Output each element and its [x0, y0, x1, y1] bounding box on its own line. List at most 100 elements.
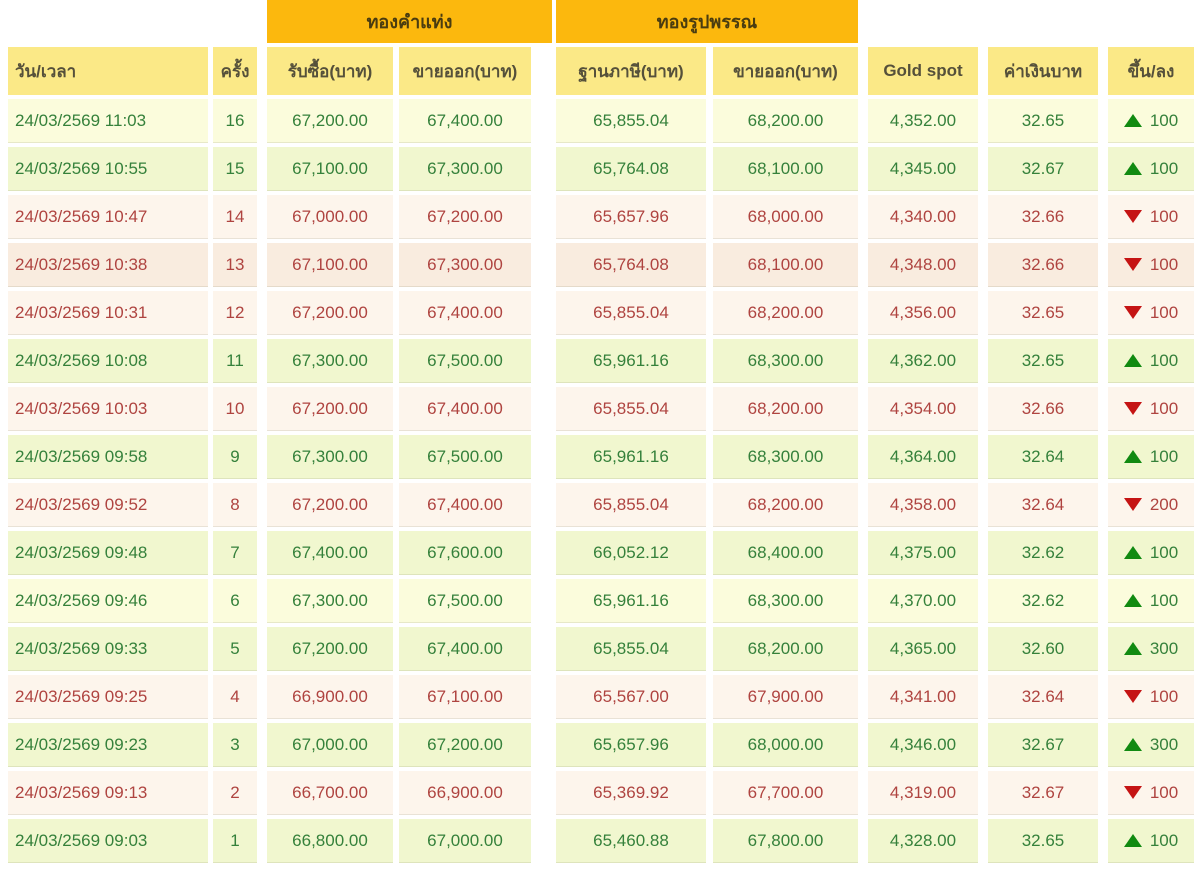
change-value: 300 [1149, 638, 1179, 658]
cell-round: 8 [213, 483, 257, 527]
cell-up-down: 100 [1108, 339, 1194, 383]
cell-gold-spot: 4,348.00 [868, 243, 978, 287]
cell-datetime: 24/03/2569 11:03 [8, 99, 208, 143]
cell-up-down: 100 [1108, 387, 1194, 431]
cell-bar-buy: 67,000.00 [267, 195, 393, 239]
cell-bar-sell: 67,500.00 [399, 339, 531, 383]
cell-up-down: 100 [1108, 99, 1194, 143]
cell-datetime: 24/03/2569 10:55 [8, 147, 208, 191]
cell-ornament-sell: 68,400.00 [713, 531, 858, 575]
cell-up-down: 100 [1108, 819, 1194, 863]
cell-bar-sell: 67,400.00 [399, 387, 531, 431]
cell-gold-spot: 4,340.00 [868, 195, 978, 239]
change-value: 100 [1149, 206, 1179, 226]
cell-round: 15 [213, 147, 257, 191]
cell-gold-spot: 4,346.00 [868, 723, 978, 767]
cell-baht-rate: 32.64 [988, 435, 1098, 479]
cell-bar-buy: 67,200.00 [267, 483, 393, 527]
down-arrow-icon [1123, 402, 1142, 415]
column-header-round: ครั้ง [213, 47, 257, 95]
cell-baht-rate: 32.66 [988, 195, 1098, 239]
cell-tax-base: 65,567.00 [556, 675, 706, 719]
cell-datetime: 24/03/2569 09:58 [8, 435, 208, 479]
change-value: 100 [1149, 158, 1179, 178]
group-header-gold-ornament-label: ทองรูปพรรณ [656, 12, 758, 32]
group-header-gold-ornament: ทองรูปพรรณ [556, 0, 858, 43]
cell-gold-spot: 4,356.00 [868, 291, 978, 335]
cell-ornament-sell: 68,200.00 [713, 99, 858, 143]
cell-tax-base: 65,460.88 [556, 819, 706, 863]
cell-up-down: 100 [1108, 291, 1194, 335]
cell-gold-spot: 4,319.00 [868, 771, 978, 815]
cell-tax-base: 65,961.16 [556, 339, 706, 383]
change-value: 100 [1149, 398, 1179, 418]
cell-tax-base: 65,855.04 [556, 627, 706, 671]
cell-bar-sell: 67,600.00 [399, 531, 531, 575]
group-header-gold-bar: ทองคำแท่ง [267, 0, 552, 43]
cell-bar-sell: 67,300.00 [399, 147, 531, 191]
down-arrow-icon [1123, 258, 1142, 271]
cell-round: 9 [213, 435, 257, 479]
change-value: 200 [1149, 494, 1179, 514]
up-arrow-icon [1123, 162, 1142, 175]
down-arrow-icon [1123, 210, 1142, 223]
cell-bar-buy: 66,800.00 [267, 819, 393, 863]
cell-round: 12 [213, 291, 257, 335]
cell-baht-rate: 32.60 [988, 627, 1098, 671]
up-arrow-icon [1123, 594, 1142, 607]
cell-baht-rate: 32.65 [988, 99, 1098, 143]
cell-datetime: 24/03/2569 09:03 [8, 819, 208, 863]
cell-round: 7 [213, 531, 257, 575]
cell-ornament-sell: 67,800.00 [713, 819, 858, 863]
cell-up-down: 100 [1108, 435, 1194, 479]
cell-up-down: 200 [1108, 483, 1194, 527]
cell-bar-sell: 67,500.00 [399, 579, 531, 623]
cell-baht-rate: 32.66 [988, 243, 1098, 287]
cell-bar-sell: 67,200.00 [399, 723, 531, 767]
cell-gold-spot: 4,341.00 [868, 675, 978, 719]
cell-baht-rate: 32.62 [988, 579, 1098, 623]
cell-gold-spot: 4,362.00 [868, 339, 978, 383]
cell-round: 3 [213, 723, 257, 767]
cell-tax-base: 65,657.96 [556, 723, 706, 767]
cell-tax-base: 65,657.96 [556, 195, 706, 239]
cell-bar-sell: 67,100.00 [399, 675, 531, 719]
change-value: 100 [1149, 110, 1179, 130]
cell-datetime: 24/03/2569 10:08 [8, 339, 208, 383]
cell-ornament-sell: 68,000.00 [713, 195, 858, 239]
cell-bar-sell: 66,900.00 [399, 771, 531, 815]
cell-tax-base: 65,855.04 [556, 483, 706, 527]
cell-bar-buy: 67,300.00 [267, 339, 393, 383]
change-value: 100 [1149, 686, 1179, 706]
cell-gold-spot: 4,345.00 [868, 147, 978, 191]
cell-bar-buy: 67,200.00 [267, 291, 393, 335]
cell-bar-buy: 66,700.00 [267, 771, 393, 815]
cell-ornament-sell: 67,900.00 [713, 675, 858, 719]
cell-baht-rate: 32.64 [988, 675, 1098, 719]
cell-ornament-sell: 68,200.00 [713, 387, 858, 431]
cell-tax-base: 65,961.16 [556, 435, 706, 479]
cell-round: 10 [213, 387, 257, 431]
cell-up-down: 100 [1108, 579, 1194, 623]
cell-baht-rate: 32.66 [988, 387, 1098, 431]
cell-bar-sell: 67,400.00 [399, 291, 531, 335]
cell-up-down: 100 [1108, 771, 1194, 815]
column-header-up-down: ขึ้น/ลง [1108, 47, 1194, 95]
cell-gold-spot: 4,328.00 [868, 819, 978, 863]
cell-datetime: 24/03/2569 09:52 [8, 483, 208, 527]
cell-datetime: 24/03/2569 09:48 [8, 531, 208, 575]
up-arrow-icon [1123, 114, 1142, 127]
cell-up-down: 300 [1108, 627, 1194, 671]
cell-tax-base: 66,052.12 [556, 531, 706, 575]
cell-baht-rate: 32.67 [988, 771, 1098, 815]
cell-round: 16 [213, 99, 257, 143]
cell-bar-buy: 67,100.00 [267, 243, 393, 287]
cell-gold-spot: 4,365.00 [868, 627, 978, 671]
cell-tax-base: 65,855.04 [556, 99, 706, 143]
down-arrow-icon [1123, 786, 1142, 799]
cell-round: 11 [213, 339, 257, 383]
up-arrow-icon [1123, 354, 1142, 367]
cell-tax-base: 65,855.04 [556, 387, 706, 431]
up-arrow-icon [1123, 642, 1142, 655]
cell-round: 6 [213, 579, 257, 623]
